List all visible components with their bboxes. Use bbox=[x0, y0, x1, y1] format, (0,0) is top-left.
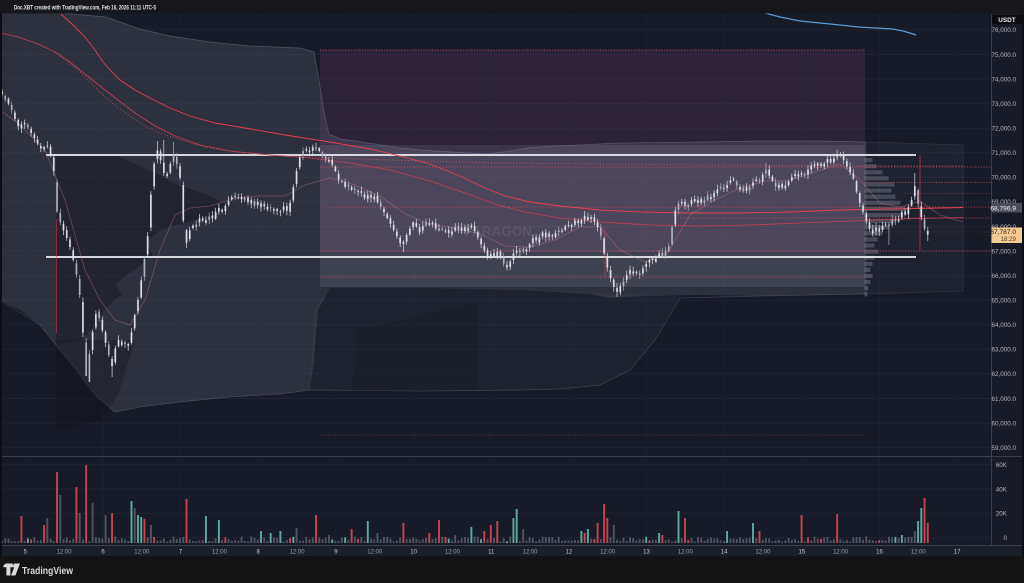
svg-text:12:00: 12:00 bbox=[367, 550, 383, 556]
svg-text:70,000.0: 70,000.0 bbox=[991, 175, 1016, 182]
svg-text:14: 14 bbox=[721, 550, 728, 556]
svg-text:68,796.9: 68,796.9 bbox=[990, 205, 1016, 212]
svg-text:40K: 40K bbox=[996, 486, 1008, 493]
svg-text:67,000.0: 67,000.0 bbox=[991, 248, 1016, 255]
svg-text:6: 6 bbox=[101, 550, 105, 556]
svg-text:12:00: 12:00 bbox=[522, 550, 538, 556]
svg-text:USDT: USDT bbox=[998, 17, 1015, 24]
svg-text:12:00: 12:00 bbox=[134, 550, 150, 556]
svg-text:12:00: 12:00 bbox=[755, 550, 771, 556]
svg-text:73,000.0: 73,000.0 bbox=[991, 101, 1016, 108]
svg-text:66,000.0: 66,000.0 bbox=[991, 273, 1016, 280]
svg-text:63,000.0: 63,000.0 bbox=[991, 347, 1016, 354]
svg-text:8: 8 bbox=[257, 550, 261, 556]
svg-text:TradingView: TradingView bbox=[22, 566, 73, 577]
svg-text:10: 10 bbox=[410, 550, 417, 556]
svg-text:76,000.0: 76,000.0 bbox=[991, 27, 1016, 34]
svg-text:15: 15 bbox=[798, 550, 805, 556]
svg-text:11: 11 bbox=[488, 550, 495, 556]
svg-text:12:00: 12:00 bbox=[833, 550, 849, 556]
svg-text:12:00: 12:00 bbox=[911, 550, 927, 556]
svg-text:64,000.0: 64,000.0 bbox=[991, 322, 1016, 329]
svg-text:PARAGON: PARAGON bbox=[464, 224, 532, 239]
svg-text:12:00: 12:00 bbox=[212, 550, 228, 556]
svg-text:9: 9 bbox=[334, 550, 338, 556]
svg-text:20K: 20K bbox=[996, 511, 1008, 518]
svg-text:12:00: 12:00 bbox=[57, 550, 73, 556]
svg-text:0: 0 bbox=[1003, 535, 1007, 542]
svg-text:12:00: 12:00 bbox=[445, 550, 461, 556]
svg-text:62,000.0: 62,000.0 bbox=[991, 371, 1016, 378]
svg-text:59,000.0: 59,000.0 bbox=[991, 445, 1016, 452]
svg-text:74,000.0: 74,000.0 bbox=[991, 76, 1016, 83]
svg-text:67,787.0: 67,787.0 bbox=[990, 229, 1016, 236]
svg-text:Doc.XBT created with TradingVi: Doc.XBT created with TradingView.com, Fe… bbox=[14, 5, 156, 12]
svg-text:13: 13 bbox=[643, 550, 650, 556]
svg-text:68,000.0: 68,000.0 bbox=[991, 224, 1016, 231]
svg-text:18:29: 18:29 bbox=[1001, 236, 1017, 243]
svg-text:69,000.0: 69,000.0 bbox=[991, 199, 1016, 206]
svg-text:12:00: 12:00 bbox=[290, 550, 306, 556]
svg-text:65,000.0: 65,000.0 bbox=[991, 298, 1016, 305]
svg-text:75,000.0: 75,000.0 bbox=[991, 52, 1016, 59]
svg-text:12:00: 12:00 bbox=[678, 550, 694, 556]
svg-text:60,000.0: 60,000.0 bbox=[991, 420, 1016, 427]
svg-text:12:00: 12:00 bbox=[600, 550, 616, 556]
svg-text:5: 5 bbox=[24, 550, 28, 556]
svg-text:7: 7 bbox=[179, 550, 183, 556]
svg-text:12: 12 bbox=[566, 550, 573, 556]
svg-text:17: 17 bbox=[954, 550, 961, 556]
svg-text:72,000.0: 72,000.0 bbox=[991, 126, 1016, 133]
svg-text:60K: 60K bbox=[996, 462, 1008, 469]
svg-text:16: 16 bbox=[876, 550, 883, 556]
svg-text:71,000.0: 71,000.0 bbox=[991, 150, 1016, 157]
svg-text:61,000.0: 61,000.0 bbox=[991, 396, 1016, 403]
